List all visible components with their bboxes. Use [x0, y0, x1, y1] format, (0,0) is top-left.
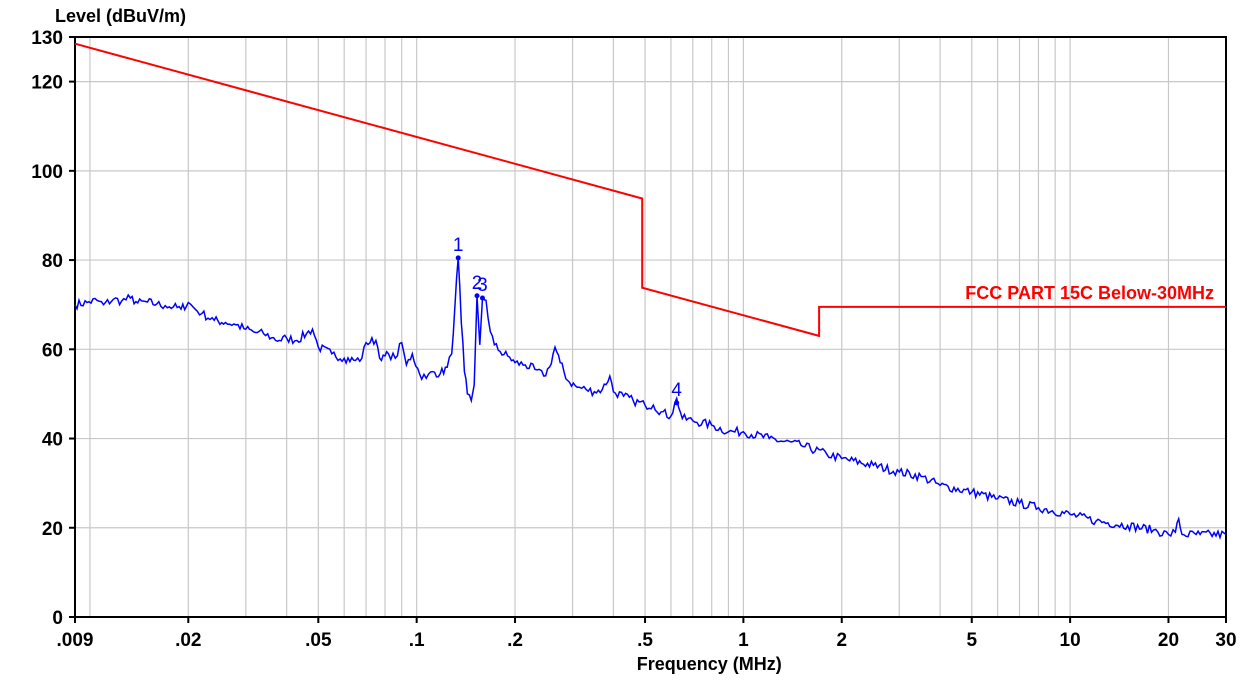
- peak-markers: 123 4: [453, 235, 682, 406]
- y-tick-label: 0: [52, 608, 63, 629]
- x-tick-label: .02: [175, 630, 201, 651]
- marker-label: 2: [472, 273, 483, 294]
- marker-point: [674, 400, 680, 406]
- marker-label: 4: [671, 380, 682, 401]
- axis-ticks: .009.02.05.1.2.5 1 2 5 10 20 30020406080100120…: [31, 28, 1236, 651]
- y-tick-label: 80: [42, 251, 63, 272]
- y-tick-label: 100: [31, 162, 63, 183]
- x-tick-label: 20: [1158, 630, 1179, 651]
- x-axis-label: Frequency (MHz): [637, 654, 782, 674]
- x-tick-label: .2: [507, 630, 523, 651]
- marker-point: [474, 293, 480, 299]
- x-tick-label: .1: [409, 630, 425, 651]
- measurement-trace: [74, 257, 1227, 540]
- x-tick-label: 1: [738, 630, 749, 651]
- y-tick-label: 130: [31, 28, 63, 49]
- x-tick-label: 30: [1215, 630, 1236, 651]
- marker-point: [455, 255, 461, 261]
- y-tick-label: 120: [31, 73, 63, 94]
- marker-label: 3: [477, 275, 488, 296]
- y-axis-label: Level (dBuV/m): [55, 6, 186, 26]
- x-tick-label: .05: [305, 630, 332, 651]
- x-tick-label: 5: [966, 630, 977, 651]
- plot-frame: [74, 36, 1227, 618]
- marker-label: 1: [453, 235, 464, 256]
- marker-point: [479, 295, 485, 301]
- y-tick-label: 20: [42, 519, 63, 540]
- y-tick-label: 60: [42, 340, 63, 361]
- x-tick-label: 2: [836, 630, 847, 651]
- x-tick-label: 10: [1060, 630, 1081, 651]
- limit-line: [74, 42, 1226, 338]
- y-tick-label: 40: [42, 430, 63, 451]
- limit-line-label: FCC PART 15C Below-30MHz: [965, 283, 1214, 303]
- plot-grid: [75, 37, 1226, 617]
- x-tick-label: .5: [637, 630, 653, 651]
- x-tick-label: .009: [57, 630, 94, 651]
